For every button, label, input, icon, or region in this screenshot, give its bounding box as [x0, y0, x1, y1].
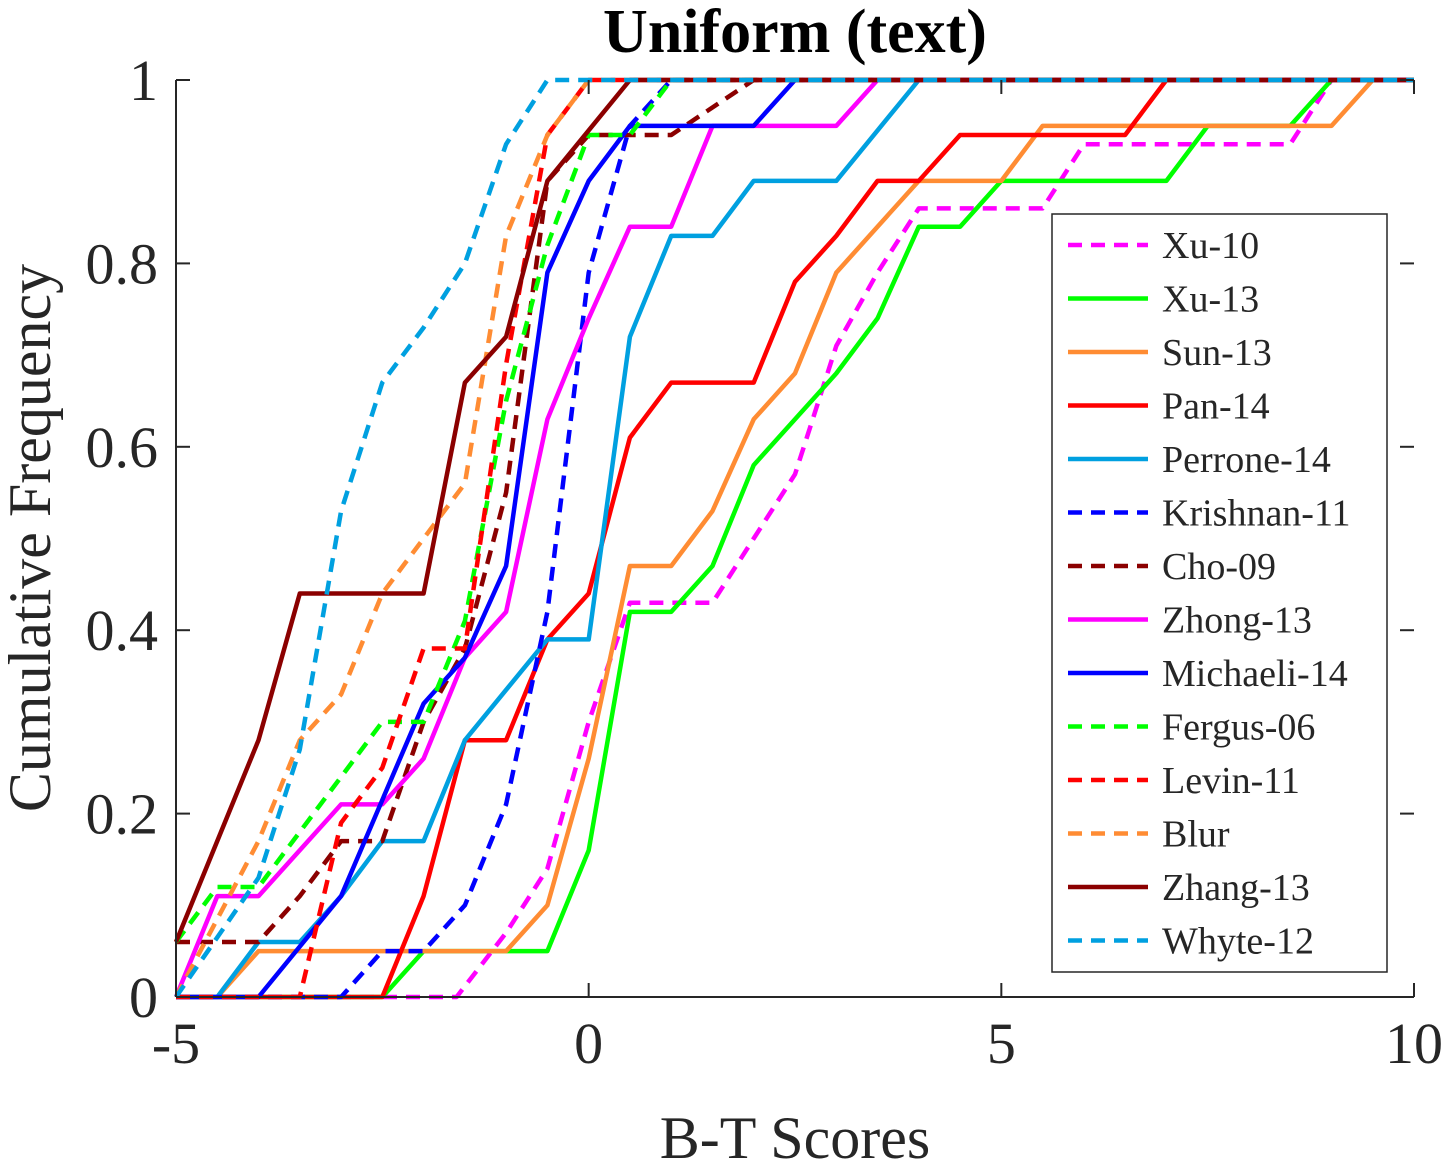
legend-label-zhang-13: Zhang-13 — [1162, 867, 1310, 909]
series-line-sun-13 — [176, 77, 1414, 1000]
x-tick-label: 0 — [574, 1011, 603, 1076]
series-line-michaeli-14 — [176, 77, 1414, 1000]
series-line-xu-13 — [176, 77, 1414, 1000]
y-tick-label: 0.8 — [86, 231, 159, 296]
x-ticks: -5 0 5 10 — [152, 80, 1443, 1076]
y-tick-label: 0.2 — [86, 782, 159, 847]
legend-label-pan-14: Pan-14 — [1162, 386, 1270, 428]
series-line-krishnan-11 — [176, 77, 1414, 1000]
x-tick-label: 5 — [987, 1011, 1016, 1076]
series-line-pan-14 — [176, 77, 1414, 1000]
legend: Xu-10 Xu-13 Sun-13 Pan-14 Perrone-14 Krishnan… — [1051, 213, 1388, 973]
legend-box — [1051, 213, 1388, 973]
series-line-perrone-14 — [176, 77, 1414, 1000]
series-line-whyte-12 — [174, 77, 1414, 999]
series-line-fergus-06 — [174, 77, 1414, 944]
legend-label-fergus-06: Fergus-06 — [1162, 707, 1315, 749]
x-tick-label: 10 — [1385, 1011, 1443, 1076]
series-line-xu-10 — [176, 77, 1414, 1000]
legend-label-xu-10: Xu-10 — [1162, 225, 1259, 267]
y-axis-label: Cumulative Frequency — [0, 264, 63, 812]
legend-label-xu-13: Xu-13 — [1162, 279, 1259, 321]
legend-entries: Xu-10 Xu-13 Sun-13 Pan-14 Perrone-14 Krishnan… — [1068, 225, 1351, 963]
y-tick-label: 0 — [129, 965, 158, 1030]
x-tick-label: -5 — [152, 1011, 200, 1076]
legend-label-levin-11: Levin-11 — [1162, 760, 1300, 802]
x-axis-label: B-T Scores — [660, 1105, 931, 1166]
y-ticks: 0 0.2 0.4 0.6 0.8 1 — [86, 48, 1414, 1030]
chart-title: Uniform (text) — [603, 0, 987, 66]
legend-label-michaeli-14: Michaeli-14 — [1162, 653, 1348, 695]
series-line-zhong-13 — [173, 77, 1414, 998]
legend-label-zhong-13: Zhong-13 — [1162, 600, 1312, 642]
axes-layer — [175, 80, 1414, 998]
y-tick-label: 1 — [129, 48, 158, 113]
legend-label-whyte-12: Whyte-12 — [1162, 921, 1314, 963]
legend-label-blur: Blur — [1162, 814, 1230, 856]
y-tick-label: 0.6 — [86, 415, 159, 480]
series-layer — [173, 77, 1414, 1000]
series-line-levin-11 — [176, 77, 1414, 1000]
series-line-blur — [174, 77, 1414, 999]
series-line-zhang-13 — [173, 77, 1414, 943]
legend-label-perrone-14: Perrone-14 — [1162, 439, 1331, 481]
y-tick-label: 0.4 — [86, 598, 159, 663]
legend-label-cho-09: Cho-09 — [1162, 546, 1276, 588]
legend-label-krishnan-11: Krishnan-11 — [1162, 493, 1351, 535]
legend-label-sun-13: Sun-13 — [1162, 332, 1272, 374]
